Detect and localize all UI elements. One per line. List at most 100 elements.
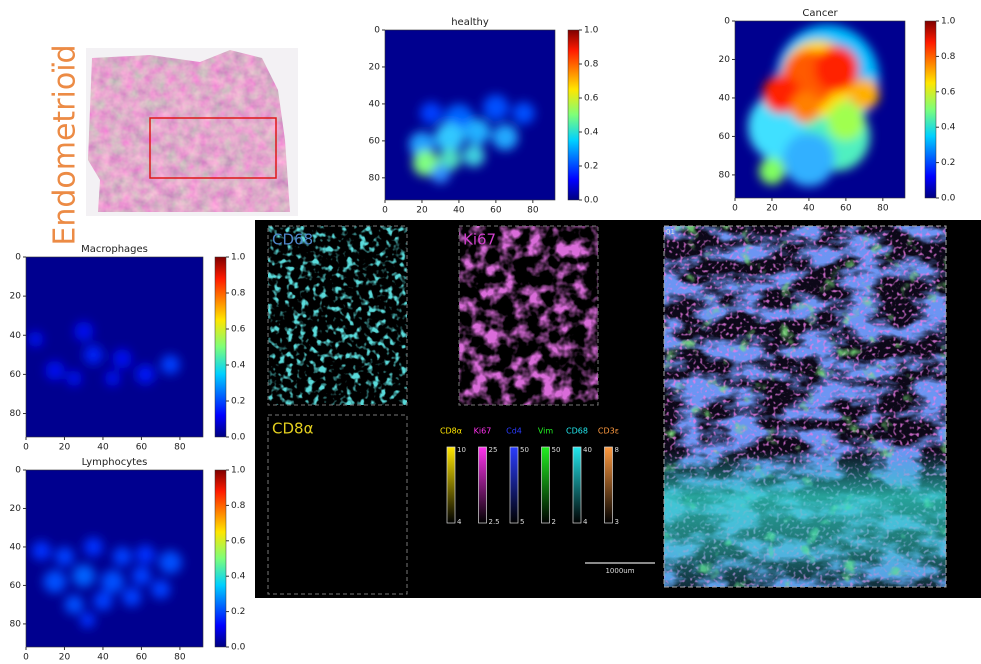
- x-tick-label: 0: [23, 443, 29, 453]
- y-tick-label: 40: [10, 331, 22, 341]
- heatmap-blob: [101, 570, 125, 594]
- colorbar-tick-label: 1.0: [584, 26, 599, 36]
- heatmap-frame: [734, 20, 906, 199]
- x-tick-label: 20: [766, 204, 778, 214]
- x-tick-label: 40: [97, 653, 109, 661]
- blur: [31, 537, 182, 628]
- heatmap-blobs: [27, 321, 180, 387]
- legend-max: 25: [489, 446, 498, 454]
- heatmap-blob: [104, 370, 121, 387]
- heatmap-blob: [438, 148, 461, 171]
- heatmap-blob: [64, 595, 84, 615]
- region-box: [149, 117, 277, 179]
- marker-image: [459, 226, 598, 405]
- heatmap-frame: [25, 469, 204, 648]
- legend-bar: [541, 446, 550, 524]
- heatmap-blobs: [31, 537, 182, 628]
- heatmap-blob: [431, 164, 450, 184]
- heatmap-blob: [849, 78, 880, 110]
- heatmap-title: healthy: [451, 17, 489, 28]
- heatmap-blob: [434, 122, 465, 152]
- colorbar-tick-label: 0.4: [231, 572, 246, 582]
- heatmap-blob: [151, 579, 171, 599]
- heatmap-blob: [160, 354, 180, 375]
- colorbar-tick-label: 0.6: [231, 536, 246, 546]
- marker-image: [268, 226, 407, 405]
- colorbar-tick-label: 0.2: [584, 162, 598, 172]
- x-tick-label: 0: [23, 653, 29, 661]
- x-tick-label: 60: [490, 206, 502, 216]
- y-tick-label: 60: [369, 136, 381, 146]
- legend-min: 2.5: [489, 518, 500, 526]
- heatmap-blob: [827, 101, 865, 141]
- colorbar-tick-label: 1.0: [941, 17, 956, 27]
- overlay-label: 01: [666, 228, 675, 236]
- colorbar-tick-label: 0.2: [231, 607, 245, 617]
- marker-frame: [267, 225, 408, 406]
- heatmap-blobs: [409, 94, 535, 184]
- legend-max: 50: [552, 446, 561, 454]
- y-tick-label: 80: [369, 173, 381, 183]
- x-tick-label: 80: [877, 204, 889, 214]
- heatmap-blob: [482, 94, 509, 121]
- colorbar-tick-label: 0.4: [231, 361, 246, 371]
- heatmap-blob: [43, 570, 67, 594]
- heatmap-blob: [762, 74, 800, 114]
- colorbar-tick-label: 0.2: [941, 158, 955, 168]
- x-tick-label: 40: [803, 204, 815, 214]
- colorbar-tick-label: 0.6: [584, 94, 599, 104]
- heatmap-blob: [412, 150, 439, 176]
- heatmap-blob: [131, 566, 152, 586]
- y-tick-label: 40: [369, 99, 381, 109]
- colorbar-tick-label: 0.0: [941, 194, 956, 204]
- heatmap-blob: [72, 564, 96, 588]
- blur: [747, 24, 880, 187]
- colorbar-tick-label: 1.0: [231, 466, 246, 476]
- marker-label: CD68: [272, 231, 313, 249]
- legend-min: 4: [457, 518, 462, 526]
- colorbar: [214, 469, 227, 648]
- x-tick-label: 80: [174, 653, 186, 661]
- legend-max: 10: [457, 446, 466, 454]
- colorbar-tick-label: 0.8: [231, 289, 246, 299]
- x-tick-label: 20: [416, 206, 428, 216]
- y-tick-label: 0: [15, 466, 21, 476]
- y-tick-label: 20: [10, 292, 22, 302]
- heatmap-blob: [83, 345, 103, 365]
- colorbar-tick-label: 0.4: [584, 128, 599, 138]
- y-tick-label: 80: [719, 170, 731, 180]
- y-tick-label: 20: [369, 62, 381, 72]
- legend-max: 40: [583, 446, 592, 454]
- x-tick-label: 20: [59, 443, 71, 453]
- legend-min: 2: [552, 518, 556, 526]
- heatmap-frame: [25, 256, 204, 438]
- heatmap-blob: [783, 132, 835, 187]
- y-tick-label: 60: [10, 370, 22, 380]
- legend-label: Vim: [538, 427, 554, 436]
- y-tick-label: 0: [724, 17, 730, 27]
- legend-label: CD3ε: [598, 427, 619, 436]
- colorbar: [567, 29, 580, 201]
- heatmap-blob: [135, 364, 155, 385]
- legend-bar: [604, 446, 613, 524]
- heatmap-blob: [158, 550, 182, 574]
- heatmap-title: Macrophages: [81, 244, 148, 255]
- marker-label: CD8α: [272, 420, 314, 438]
- heatmap-blob: [462, 144, 485, 167]
- heatmap-blob: [93, 591, 113, 611]
- overlay-frame: [663, 225, 947, 588]
- scale-bar-label: 1000um: [605, 567, 634, 575]
- heatmap-blob: [790, 92, 821, 123]
- heatmap-blobs: [747, 24, 880, 187]
- y-tick-label: 80: [10, 619, 22, 629]
- colorbar-tick-label: 0.8: [584, 60, 599, 70]
- heatmap-blob: [122, 587, 142, 607]
- heatmap-blob: [79, 612, 96, 628]
- x-tick-label: 60: [840, 204, 852, 214]
- legend-bar: [478, 446, 487, 524]
- legend-max: 8: [615, 446, 619, 454]
- heatmap-blob: [512, 102, 535, 125]
- heatmap-bg: [26, 257, 203, 437]
- heatmap-frame: [384, 29, 556, 201]
